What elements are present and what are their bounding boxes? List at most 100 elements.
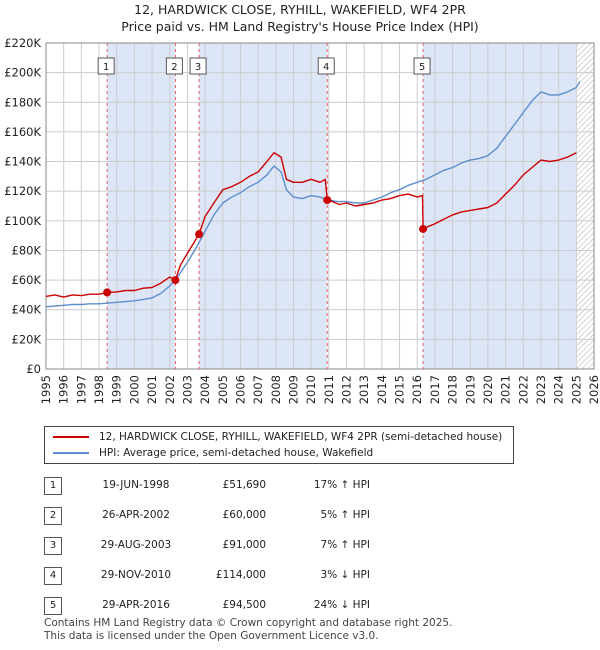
x-tick-label: 1999	[110, 375, 124, 404]
chart-subtitle: Price paid vs. HM Land Registry's House …	[121, 19, 479, 34]
sale-date: 29-AUG-2003	[100, 539, 172, 551]
sale-number-badge: 1	[44, 477, 62, 495]
sale-hpi-diff: 5% ↑ HPI	[320, 509, 370, 521]
sale-point	[171, 276, 180, 285]
x-tick-label: 1998	[92, 375, 106, 404]
sale-hpi-diff: 24% ↓ HPI	[313, 599, 370, 611]
chart-title: 12, HARDWICK CLOSE, RYHILL, WAKEFIELD, W…	[134, 2, 466, 17]
sale-label-box	[189, 57, 207, 75]
sale-point	[195, 230, 204, 239]
sale-label-box	[97, 57, 115, 75]
legend-swatch-hpi	[53, 452, 89, 454]
sale-label-box	[165, 57, 183, 75]
sale-date: 26-APR-2002	[102, 509, 170, 521]
x-tick-label: 2001	[145, 375, 159, 404]
sale-date: 29-NOV-2010	[100, 569, 172, 581]
x-tick-label: 2005	[216, 375, 230, 404]
hpi-line	[45, 81, 581, 308]
property-price-line	[45, 151, 577, 298]
x-tick-label: 1997	[74, 375, 88, 404]
forecast-hatch	[576, 43, 594, 369]
legend-label-hpi: HPI: Average price, semi-detached house,…	[99, 447, 374, 459]
x-tick-label: 2023	[534, 375, 548, 404]
y-tick-label: £140K	[4, 155, 41, 169]
x-tick-label: 2025	[569, 375, 583, 404]
sale-number-badge: 5	[44, 597, 62, 615]
x-tick-label: 2008	[269, 375, 283, 404]
x-tick-label: 2020	[481, 375, 495, 404]
sale-label-number: 3	[195, 62, 201, 73]
x-tick-label: 2006	[233, 375, 247, 404]
legend-swatch-property	[53, 436, 89, 438]
plot-frame	[45, 42, 595, 370]
ownership-shade	[107, 43, 176, 369]
sale-date: 29-APR-2016	[102, 599, 170, 611]
sale-row: 1 19-JUN-1998 £51,690 17% ↑ HPI	[0, 473, 600, 497]
sale-label-box	[317, 57, 335, 75]
sale-price: £114,000	[215, 569, 266, 581]
chart-legend: 12, HARDWICK CLOSE, RYHILL, WAKEFIELD, W…	[44, 426, 514, 464]
sale-row: 3 29-AUG-2003 £91,000 7% ↑ HPI	[0, 533, 600, 557]
x-tick-label: 2019	[463, 375, 477, 404]
ownership-shade	[199, 43, 328, 369]
price-chart: £0 £20K £40K £60K £80K £100K £120K £140K £160K £1…	[4, 36, 600, 404]
x-tick-label: 2014	[375, 375, 389, 404]
x-tick-label: 2013	[357, 375, 371, 404]
y-tick-label: £80K	[12, 243, 42, 257]
sale-label-box	[413, 57, 431, 75]
sale-number-badge: 2	[44, 507, 62, 525]
y-tick-label: £160K	[4, 125, 41, 139]
sale-hpi-diff: 7% ↑ HPI	[320, 539, 370, 551]
legend-item-property: 12, HARDWICK CLOSE, RYHILL, WAKEFIELD, W…	[53, 429, 502, 445]
sale-hpi-diff: 3% ↓ HPI	[320, 569, 370, 581]
sale-price: £60,000	[222, 509, 266, 521]
sale-row: 5 29-APR-2016 £94,500 24% ↓ HPI	[0, 593, 600, 617]
sale-label-number: 4	[323, 62, 329, 73]
x-tick-label: 2015	[393, 375, 407, 404]
x-tick-label: 2000	[127, 375, 141, 404]
y-tick-label: £60K	[12, 273, 42, 287]
y-tick-label: £40K	[12, 303, 42, 317]
x-tick-label: 1996	[57, 375, 71, 404]
x-tick-label: 2010	[304, 375, 318, 404]
sale-number-badge: 4	[44, 567, 62, 585]
x-tick-label: 2012	[340, 375, 354, 404]
sale-price: £91,000	[222, 539, 266, 551]
sale-label-number: 1	[103, 62, 109, 73]
x-tick-label: 2026	[587, 375, 600, 404]
legend-label-property: 12, HARDWICK CLOSE, RYHILL, WAKEFIELD, W…	[99, 431, 503, 443]
sale-hpi-diff: 17% ↑ HPI	[313, 479, 370, 491]
y-tick-label: £20K	[12, 332, 42, 346]
x-tick-label: 2017	[428, 375, 442, 404]
y-tick-label: £200K	[4, 66, 41, 80]
sale-row: 4 29-NOV-2010 £114,000 3% ↓ HPI	[0, 563, 600, 587]
footer-copyright: Contains HM Land Registry data © Crown c…	[44, 617, 453, 629]
sale-date: 19-JUN-1998	[102, 479, 170, 491]
x-tick-label: 2022	[516, 375, 530, 404]
x-tick-label: 2004	[198, 375, 212, 404]
sale-number-badge: 3	[44, 537, 62, 555]
x-tick-label: 2011	[322, 375, 336, 404]
sale-label-number: 5	[419, 62, 425, 73]
y-tick-label: £120K	[4, 184, 41, 198]
sale-point	[419, 224, 428, 233]
legend-item-hpi: HPI: Average price, semi-detached house,…	[53, 445, 373, 461]
sale-price: £51,690	[222, 479, 266, 491]
sale-point	[103, 288, 112, 297]
x-tick-label: 2021	[499, 375, 513, 404]
ownership-shade	[423, 43, 577, 369]
y-tick-label: £220K	[4, 36, 41, 50]
x-tick-label: 2016	[410, 375, 424, 404]
x-tick-label: 2009	[287, 375, 301, 404]
sale-label-number: 2	[171, 62, 177, 73]
y-tick-label: £100K	[4, 214, 41, 228]
sale-price: £94,500	[222, 599, 266, 611]
x-tick-label: 1995	[39, 375, 53, 404]
x-tick-label: 2018	[446, 375, 460, 404]
x-tick-label: 2007	[251, 375, 265, 404]
footer-licence: This data is licensed under the Open Gov…	[44, 630, 379, 642]
sale-row: 2 26-APR-2002 £60,000 5% ↑ HPI	[0, 503, 600, 527]
y-tick-label: £0	[26, 362, 41, 376]
x-tick-label: 2002	[163, 375, 177, 404]
sale-point	[323, 196, 332, 205]
